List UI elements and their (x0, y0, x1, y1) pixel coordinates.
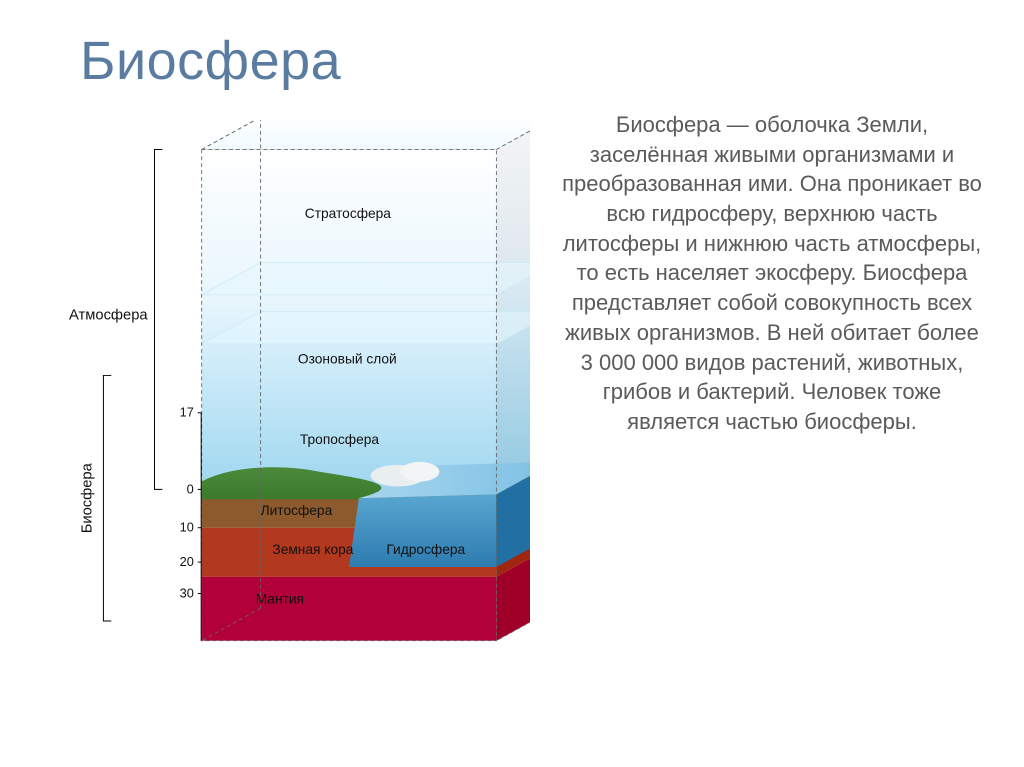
biosphere-diagram: Стратосфера Озоновый слой Тропосфера Литосф… (60, 110, 530, 680)
body-text: Биосфера — оболочка Земли, заселённая жи… (560, 110, 984, 437)
svg-text:17: 17 (180, 405, 194, 420)
svg-text:Земная кора: Земная кора (272, 542, 353, 557)
svg-text:Стратосфера: Стратосфера (305, 206, 391, 221)
svg-text:Литосфера: Литосфера (261, 503, 333, 518)
svg-text:Гидросфера: Гидросфера (386, 542, 465, 557)
svg-text:30: 30 (180, 585, 194, 600)
svg-text:Мантия: Мантия (256, 591, 304, 606)
svg-text:10: 10 (180, 520, 194, 535)
page-title: Биосфера (80, 30, 984, 92)
svg-text:Атмосфера: Атмосфера (69, 307, 148, 323)
svg-text:Биосфера: Биосфера (80, 462, 96, 533)
svg-text:Озоновый слой: Озоновый слой (298, 352, 397, 367)
svg-text:0: 0 (187, 481, 194, 496)
svg-text:20: 20 (180, 554, 194, 569)
svg-text:Тропосфера: Тропосфера (300, 432, 379, 447)
